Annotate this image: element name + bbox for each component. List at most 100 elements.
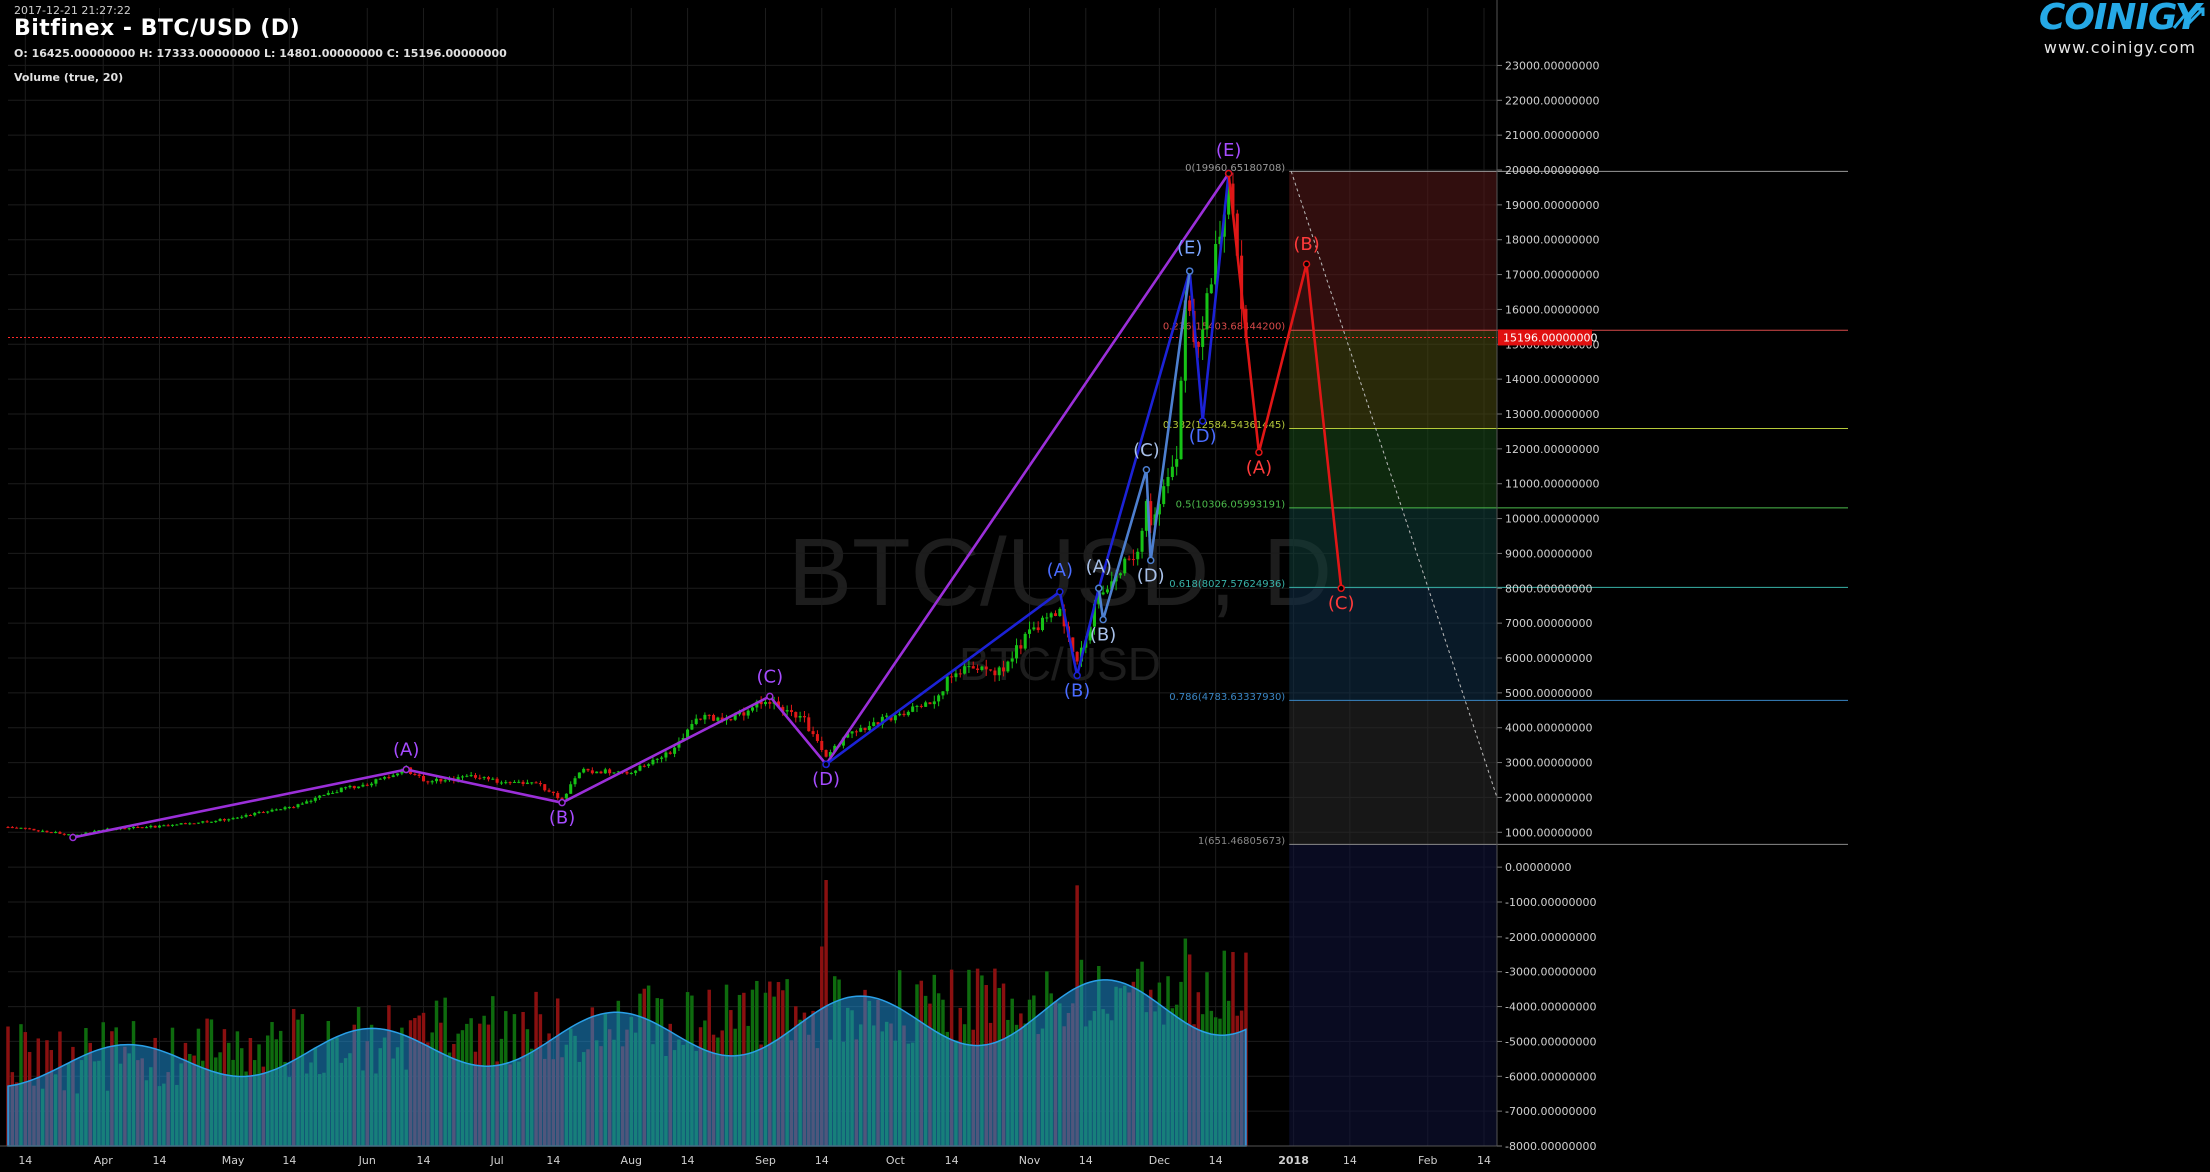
- candle-body: [144, 827, 149, 829]
- candle-body: [1149, 501, 1153, 526]
- candle-body: [188, 823, 192, 825]
- time-axis[interactable]: 14 Apr 14 May 14 Jun 14 Jul 14 Aug 14 Sep 14 Oct 14 Nov…: [0, 1145, 1497, 1167]
- y-tick-label: 10000.00000000: [1505, 513, 1599, 526]
- candle-body: [746, 710, 750, 716]
- wave-label: (E): [1216, 140, 1241, 161]
- candle-body: [815, 734, 819, 741]
- candle-body: [729, 719, 733, 721]
- wave-pivot: [558, 798, 566, 807]
- fibonacci-retracement[interactable]: 0(19960.65180708) 0.236(15403.68444200) 0.…: [1163, 163, 1848, 1146]
- candle-body: [1179, 380, 1183, 460]
- y-tick-label: 22000.00000000: [1505, 94, 1599, 107]
- candle-body: [521, 781, 525, 784]
- candle-body: [608, 769, 612, 774]
- candle-body: [976, 668, 980, 670]
- fib-level-label: 0.236(15403.68444200): [1163, 322, 1285, 333]
- candle-body: [45, 830, 49, 833]
- candle-body: [179, 823, 183, 825]
- candle-body: [1144, 501, 1148, 531]
- candle-body: [673, 747, 677, 754]
- candle-body: [811, 731, 815, 735]
- candle-body: [1175, 459, 1179, 467]
- candle-body: [1170, 466, 1174, 477]
- candle-body: [231, 818, 235, 820]
- candle-body: [6, 827, 10, 829]
- wave-pivot: [402, 765, 410, 774]
- watermark-sub: BTC/USD: [959, 638, 1161, 690]
- fib-zone: [1289, 428, 1497, 508]
- y-tick-label: 2000.00000000: [1505, 791, 1592, 804]
- y-tick-label: 20000.00000000: [1505, 164, 1599, 177]
- candle-body: [15, 827, 19, 829]
- fib-level-label: 1(651.46805673): [1198, 836, 1285, 847]
- wave-label: (A): [1086, 557, 1112, 578]
- candle-body: [344, 787, 348, 789]
- candle-body: [763, 702, 768, 705]
- fib-zone: [1289, 171, 1497, 331]
- wave-pivot: [822, 760, 830, 769]
- candle-body: [300, 803, 304, 805]
- candle-body: [504, 782, 508, 784]
- coinigy-logo[interactable]: COINIGY www.coinigy.com: [2010, 0, 2205, 60]
- candle-body: [1123, 558, 1127, 574]
- candle-body: [863, 728, 867, 730]
- candle-body: [941, 691, 945, 696]
- candle-body: [391, 775, 395, 778]
- candle-body: [937, 695, 941, 702]
- candle-body: [469, 775, 473, 777]
- candle-body: [1023, 633, 1027, 649]
- candle-body: [530, 782, 534, 784]
- candle-body: [1183, 300, 1187, 381]
- candle-body: [993, 670, 997, 676]
- candle-body: [417, 774, 421, 777]
- wave-pivot: [766, 692, 774, 701]
- y-tick-label: -7000.00000000: [1505, 1105, 1596, 1118]
- candle-body: [1010, 658, 1014, 662]
- candle-body: [222, 819, 226, 821]
- candle-body: [880, 716, 884, 725]
- wave-label: (A): [393, 740, 419, 761]
- candle-body: [214, 820, 218, 822]
- x-tick-label: 14: [1209, 1154, 1223, 1167]
- candle-body: [872, 722, 876, 727]
- x-tick-label: Aug: [621, 1154, 642, 1167]
- candle-body: [196, 822, 200, 824]
- candle-body: [240, 816, 244, 818]
- wave-pivot: [1056, 588, 1064, 596]
- wave-pivot: [1099, 615, 1107, 624]
- candle-body: [374, 779, 378, 784]
- wave-label: (B): [1064, 680, 1090, 701]
- candle-body: [97, 830, 101, 832]
- price-axis[interactable]: 23000.00000000 22000.00000000 21000.000000…: [1496, 0, 1599, 1153]
- candle-body: [750, 707, 755, 711]
- candle-body: [846, 733, 850, 738]
- candle-body: [175, 824, 179, 826]
- candle-body: [396, 773, 400, 776]
- candle-body: [1058, 608, 1062, 616]
- fib-level-label: 0.618(8027.57624936): [1169, 579, 1285, 590]
- candle-body: [1071, 637, 1075, 652]
- fib-level-label: 0(19960.65180708): [1185, 163, 1285, 174]
- volume-indicator-label[interactable]: Volume (true, 20): [14, 71, 124, 84]
- candle-body: [205, 821, 209, 823]
- candle-body: [971, 666, 975, 669]
- candle-body: [170, 824, 174, 826]
- last-price-badge: [1498, 329, 1592, 346]
- x-tick-label: Apr: [94, 1154, 114, 1167]
- candle-body: [430, 781, 434, 783]
- candle-body: [590, 770, 594, 774]
- candle-body: [651, 759, 655, 765]
- candle-body: [28, 828, 32, 830]
- candle-body: [694, 718, 698, 725]
- candle-body: [1053, 613, 1058, 616]
- y-tick-label: 9000.00000000: [1505, 547, 1592, 560]
- wave-line: [1227, 173, 1343, 589]
- fib-zone: [1289, 507, 1497, 588]
- elliott-wave-drawings[interactable]: (A) (B) (C) (D) (E) (A) (B) (E) (D) (A) (B) (C) (D) (…: [69, 140, 1355, 842]
- candle-body: [915, 705, 919, 707]
- candle-body: [248, 815, 252, 817]
- y-tick-label: 18000.00000000: [1505, 234, 1599, 247]
- candle-body: [980, 666, 984, 670]
- x-tick-label: Dec: [1149, 1154, 1170, 1167]
